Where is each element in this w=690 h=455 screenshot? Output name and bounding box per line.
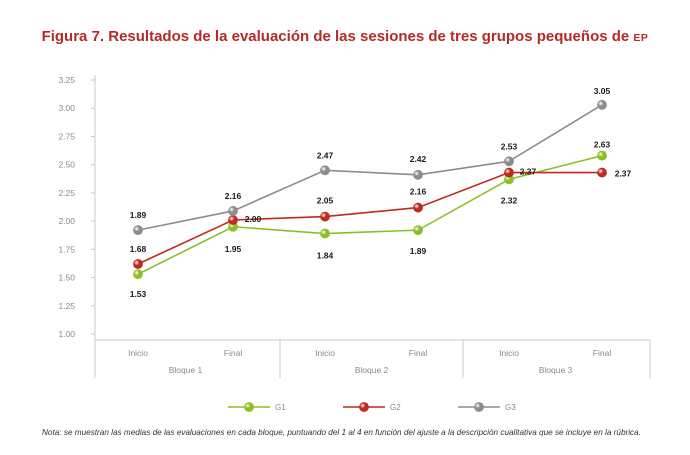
data-label-g3: 2.16	[225, 191, 242, 201]
data-label-g1: 1.89	[410, 246, 427, 256]
x-tick-label: Inicio	[128, 348, 148, 358]
legend-label-g1: G1	[275, 403, 286, 412]
x-group-label: Bloque 2	[355, 365, 389, 375]
legend-marker-g3	[474, 402, 484, 412]
y-tick-label: 1.75	[58, 244, 75, 254]
data-point-g3	[413, 169, 423, 180]
data-label-g2: 2.37	[615, 169, 632, 179]
data-point-g1	[133, 269, 143, 280]
data-point-g3	[228, 206, 238, 216]
data-point-g3	[504, 156, 514, 167]
data-point-g1	[597, 150, 607, 161]
y-tick-label: 2.00	[58, 216, 75, 226]
series-line-g1	[137, 154, 603, 275]
data-label-g2: 2.37	[520, 167, 537, 177]
x-group-label: Bloque 3	[539, 365, 573, 375]
data-label-g2: 2.16	[410, 187, 427, 197]
data-point-g2	[504, 167, 514, 178]
y-tick-label: 1.25	[58, 301, 75, 311]
x-tick-label: Inicio	[499, 348, 519, 358]
y-tick-label: 2.50	[58, 160, 75, 170]
chart-note: Nota: se muestran las medias de las eval…	[42, 428, 641, 437]
legend-label-g3: G3	[505, 403, 516, 412]
y-tick-label: 1.50	[58, 273, 75, 283]
data-point-g2	[133, 259, 143, 269]
chart-title-suffix: EP	[633, 32, 649, 44]
data-label-g3: 1.89	[130, 210, 147, 220]
data-label-g1: 1.95	[225, 244, 242, 254]
y-tick-label: 2.75	[58, 131, 75, 141]
data-label-g2: 1.68	[130, 244, 147, 254]
legend-marker-g2	[359, 402, 369, 412]
data-label-g1: 1.53	[130, 289, 147, 299]
data-point-g2	[228, 215, 238, 225]
chart-title-text: Figura 7. Resultados de la evaluación de…	[41, 28, 630, 45]
x-tick-label: Inicio	[315, 348, 335, 358]
data-label-g1: 2.32	[501, 195, 518, 205]
legend-marker-g1	[244, 402, 254, 412]
data-point-g3	[597, 99, 607, 110]
legend-label-g2: G2	[390, 403, 401, 412]
data-label-g3: 2.42	[410, 154, 427, 164]
data-point-g3	[133, 225, 143, 236]
data-label-g1: 2.63	[594, 140, 611, 150]
x-tick-label: Final	[409, 348, 428, 358]
y-tick-label: 3.25	[58, 75, 75, 85]
data-point-g2	[597, 167, 607, 178]
data-label-g3: 2.53	[501, 141, 518, 151]
y-tick-label: 3.00	[58, 103, 75, 113]
data-label-g3: 3.05	[594, 86, 611, 96]
x-group-label: Bloque 1	[169, 365, 203, 375]
data-point-g1	[413, 225, 423, 236]
series-line-g3	[137, 104, 603, 231]
y-tick-label: 2.25	[58, 188, 75, 198]
data-label-g1: 1.84	[317, 251, 334, 261]
y-tick-label: 1.00	[58, 329, 75, 339]
data-point-g2	[413, 202, 423, 213]
data-label-g2: 2.05	[317, 196, 334, 206]
x-tick-label: Final	[224, 348, 243, 358]
data-label-g3: 2.47	[317, 150, 334, 160]
data-point-g2	[320, 211, 330, 222]
x-tick-label: Final	[593, 348, 612, 358]
data-label-g2: 2.00	[245, 214, 262, 224]
data-point-g3	[320, 165, 330, 176]
chart-title: Figura 7. Resultados de la evaluación de…	[0, 28, 690, 45]
data-point-g1	[320, 228, 330, 239]
series-line-g2	[137, 171, 602, 265]
